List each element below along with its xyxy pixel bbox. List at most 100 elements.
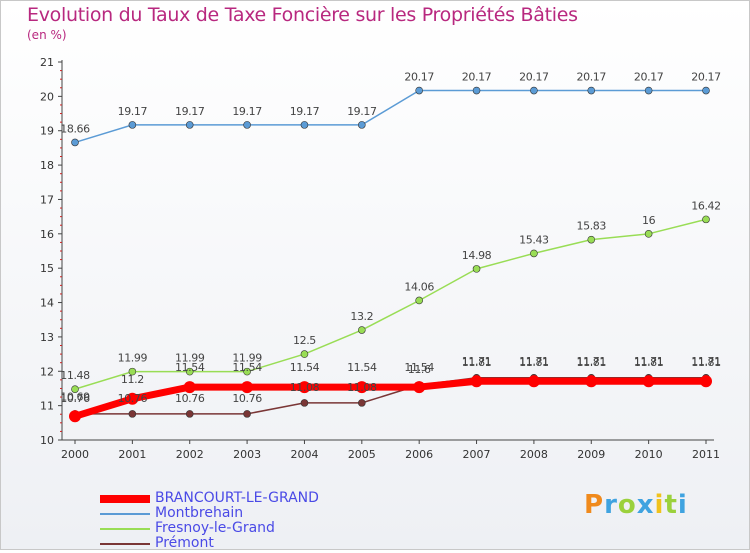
data-label-pr-mont: 11.6 (408, 363, 431, 376)
data-point-brancourt-le-grand (298, 381, 311, 394)
y-tick-label: 13 (40, 331, 54, 344)
x-tick-label: 2002 (176, 448, 204, 461)
y-tick-label: 18 (40, 159, 54, 172)
data-label-montbrehain: 19.17 (232, 105, 262, 118)
data-label-fresnoy-le-grand: 15.83 (577, 220, 607, 233)
data-label-brancourt-le-grand: 10.69 (60, 390, 90, 403)
x-tick-label: 2003 (233, 448, 261, 461)
data-point-fresnoy-le-grand (358, 326, 366, 334)
x-tick-label: 2008 (520, 448, 548, 461)
data-point-montbrehain (702, 86, 710, 95)
x-tick-label: 2007 (463, 448, 491, 461)
data-point-brancourt-le-grand (527, 375, 540, 388)
data-point-montbrehain (587, 86, 596, 95)
data-label-brancourt-le-grand: 11.54 (347, 361, 377, 374)
data-label-fresnoy-le-grand: 11.99 (175, 352, 205, 365)
data-label-fresnoy-le-grand: 11.99 (232, 352, 262, 365)
data-label-fresnoy-le-grand: 12.5 (293, 334, 316, 347)
legend-swatch (100, 528, 150, 530)
data-point-montbrehain (243, 121, 251, 129)
data-point-montbrehain (472, 86, 481, 95)
legend-swatch (100, 543, 150, 545)
data-label-pr-mont: 11.81 (577, 356, 607, 369)
data-label-pr-mont: 10.76 (232, 392, 262, 405)
data-label-brancourt-le-grand: 11.71 (634, 355, 664, 368)
x-tick-label: 2010 (635, 448, 663, 461)
x-tick-label: 2004 (290, 448, 318, 461)
data-point-brancourt-le-grand (183, 381, 196, 394)
y-tick-label: 19 (40, 125, 54, 138)
data-label-montbrehain: 20.17 (404, 71, 434, 84)
data-label-fresnoy-le-grand: 15.43 (519, 233, 549, 246)
data-label-pr-mont: 11.81 (519, 356, 549, 369)
data-point-fresnoy-le-grand (702, 215, 710, 224)
data-label-pr-mont: 11.08 (290, 381, 320, 394)
data-point-montbrehain (644, 86, 653, 95)
data-label-pr-mont: 11.81 (691, 356, 721, 369)
data-label-montbrehain: 19.17 (347, 105, 377, 118)
data-label-brancourt-le-grand: 11.2 (121, 373, 144, 386)
data-label-montbrehain: 20.17 (462, 71, 492, 84)
logo-letter: i (677, 490, 688, 520)
data-point-brancourt-le-grand (69, 410, 81, 423)
data-label-brancourt-le-grand: 11.71 (462, 355, 492, 368)
data-point-montbrehain (358, 121, 366, 129)
legend-swatch (100, 495, 150, 503)
y-tick-label: 17 (40, 193, 54, 206)
series-line-fresnoy-le-grand (74, 218, 707, 390)
data-label-fresnoy-le-grand: 14.06 (404, 280, 434, 293)
data-label-fresnoy-le-grand: 11.99 (118, 352, 148, 365)
y-tick-label: 11 (40, 400, 54, 413)
y-tick-label: 15 (40, 262, 54, 275)
x-tick-label: 2001 (118, 448, 146, 461)
data-point-brancourt-le-grand (470, 375, 483, 388)
logo-letter: o (617, 490, 637, 520)
chart-title: Evolution du Taux de Taxe Foncière sur l… (27, 4, 578, 26)
x-tick-label: 2005 (348, 448, 376, 461)
data-label-montbrehain: 20.17 (519, 71, 549, 84)
data-point-pr-mont (243, 410, 251, 418)
x-tick-label: 2009 (577, 448, 605, 461)
data-label-fresnoy-le-grand: 16.42 (691, 199, 721, 212)
data-point-montbrehain (128, 121, 137, 129)
data-point-brancourt-le-grand (642, 375, 655, 388)
x-tick-label: 2000 (61, 448, 89, 461)
data-point-fresnoy-le-grand (71, 385, 79, 393)
data-point-brancourt-le-grand (413, 381, 426, 394)
x-tick-label: 2011 (692, 448, 720, 461)
data-label-montbrehain: 19.17 (175, 105, 205, 118)
data-point-fresnoy-le-grand (300, 350, 309, 358)
data-label-brancourt-le-grand: 11.71 (691, 355, 721, 368)
x-tick-label: 2006 (405, 448, 433, 461)
data-label-montbrehain: 18.66 (60, 122, 90, 135)
data-point-pr-mont (185, 410, 194, 418)
data-point-pr-mont (300, 399, 309, 407)
data-label-montbrehain: 20.17 (577, 71, 607, 84)
y-tick-label: 20 (40, 90, 54, 103)
data-point-fresnoy-le-grand (644, 230, 653, 238)
data-label-fresnoy-le-grand: 16 (642, 214, 656, 227)
data-label-fresnoy-le-grand: 13.2 (350, 310, 373, 323)
data-point-fresnoy-le-grand (587, 235, 596, 244)
legend-label: Fresnoy-le-Grand (155, 520, 275, 536)
data-point-montbrehain (530, 86, 538, 95)
data-label-montbrehain: 19.17 (290, 105, 320, 118)
data-point-fresnoy-le-grand (243, 367, 251, 376)
y-tick-label: 16 (40, 228, 54, 241)
data-point-brancourt-le-grand (355, 381, 368, 394)
y-tick-label: 14 (40, 297, 54, 310)
data-point-fresnoy-le-grand (415, 296, 423, 305)
series-line-brancourt-le-grand (73, 377, 706, 420)
data-label-brancourt-le-grand: 11.54 (175, 361, 205, 374)
legend-label: Montbrehain (155, 505, 244, 521)
data-point-fresnoy-le-grand (185, 367, 194, 376)
logo-letter: r (604, 490, 618, 520)
data-point-montbrehain (300, 121, 309, 129)
data-label-montbrehain: 19.17 (118, 105, 148, 118)
data-label-montbrehain: 20.17 (691, 71, 721, 84)
data-point-fresnoy-le-grand (530, 249, 538, 258)
logo-letter: i (654, 490, 665, 520)
data-point-montbrehain (185, 121, 194, 129)
